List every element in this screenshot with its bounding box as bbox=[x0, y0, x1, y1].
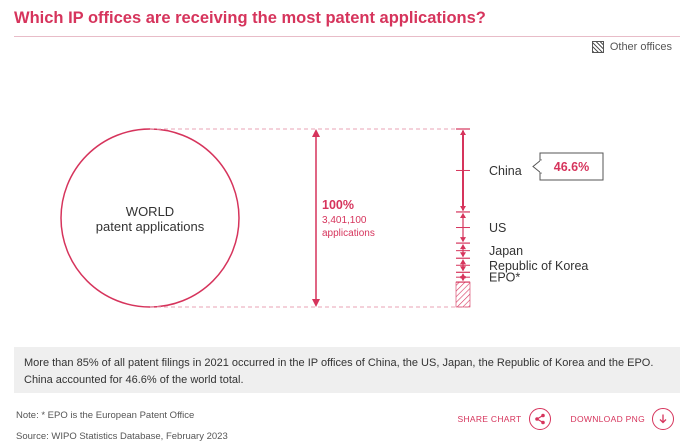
segment-label-republic-of-korea: Republic of Korea bbox=[489, 259, 588, 273]
segment-label-us: US bbox=[489, 221, 506, 235]
chart-area: WORLD patent applications 100% 3,401,100… bbox=[60, 128, 604, 308]
segment-arrow-up-china bbox=[460, 130, 466, 135]
segment-arrow-up-republic-of-korea bbox=[460, 259, 466, 265]
world-label-line1: WORLD bbox=[126, 204, 174, 219]
world-label-line2: patent applications bbox=[96, 219, 205, 234]
china-callout: 46.6% bbox=[532, 152, 604, 181]
note-text: Note: * EPO is the European Patent Offic… bbox=[16, 410, 195, 421]
chart-actions: SHARE CHART DOWNLOAD PNG bbox=[457, 408, 674, 430]
download-png-button[interactable]: DOWNLOAD PNG bbox=[571, 408, 674, 430]
total-unit-label: applications bbox=[322, 228, 375, 239]
download-icon bbox=[652, 408, 674, 430]
segment-arrow-down-republic-of-korea bbox=[460, 266, 466, 272]
share-chart-label: SHARE CHART bbox=[457, 414, 522, 424]
segment-arrow-down-china bbox=[460, 205, 466, 211]
chart-title: Which IP offices are receiving the most … bbox=[14, 9, 486, 27]
segment-label-japan: Japan bbox=[489, 244, 523, 258]
segment-label-epo: EPO* bbox=[489, 271, 520, 285]
summary-box: More than 85% of all patent filings in 2… bbox=[14, 347, 680, 393]
title-divider bbox=[14, 36, 680, 37]
summary-line-2: China accounted for 46.6% of the world t… bbox=[24, 374, 244, 386]
china-share-label: 46.6% bbox=[554, 160, 589, 174]
other-offices-segment bbox=[455, 281, 471, 308]
legend: Other offices bbox=[591, 41, 672, 53]
legend-label: Other offices bbox=[609, 41, 672, 53]
download-png-label: DOWNLOAD PNG bbox=[570, 414, 645, 424]
total-dimension-arrow bbox=[312, 129, 320, 307]
segment-arrow-down-us bbox=[460, 237, 466, 243]
hatched-square-icon bbox=[591, 41, 604, 53]
total-percent-label: 100% bbox=[322, 198, 354, 212]
total-value-label: 3,401,100 bbox=[322, 215, 367, 226]
summary-line-1: More than 85% of all patent filings in 2… bbox=[24, 357, 654, 369]
notes: Note: * EPO is the European Patent Offic… bbox=[16, 405, 228, 447]
segment-arrow-down-japan bbox=[460, 252, 466, 258]
segment-arrow-up-japan bbox=[460, 244, 466, 250]
share-icon bbox=[528, 408, 551, 430]
share-chart-button[interactable]: SHARE CHART bbox=[457, 408, 551, 430]
source-text: Source: WIPO Statistics Database, Februa… bbox=[16, 431, 228, 442]
segment-arrow-up-us bbox=[460, 212, 466, 218]
segment-label-china: China bbox=[489, 164, 522, 178]
